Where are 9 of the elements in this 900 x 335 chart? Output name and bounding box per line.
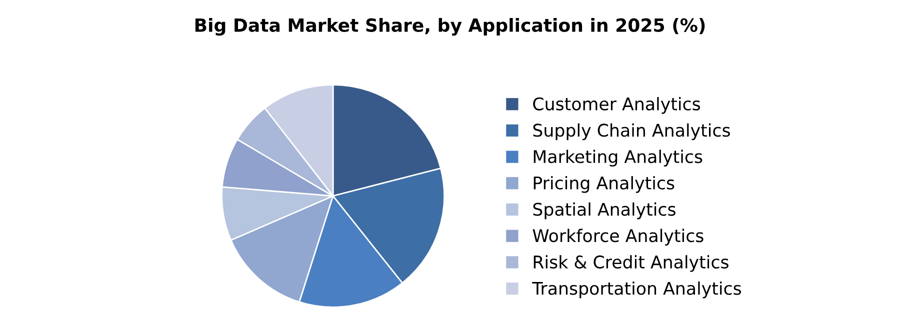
legend-label: Risk & Credit Analytics bbox=[534, 255, 728, 272]
chart-title: Big Data Market Share, by Application in 2025 (%) bbox=[195, 18, 705, 36]
legend-label: Spatial Analytics bbox=[533, 202, 676, 220]
legend-label: Workforce Analytics bbox=[532, 228, 704, 246]
legend-label: Supply Chain Analytics bbox=[533, 123, 730, 140]
legend-label: Transportation Analytics bbox=[532, 281, 742, 298]
legend-label: Marketing Analytics bbox=[534, 150, 702, 167]
legend-label: Pricing Analytics bbox=[534, 176, 674, 193]
legend-label: Customer Analytics bbox=[533, 97, 700, 114]
